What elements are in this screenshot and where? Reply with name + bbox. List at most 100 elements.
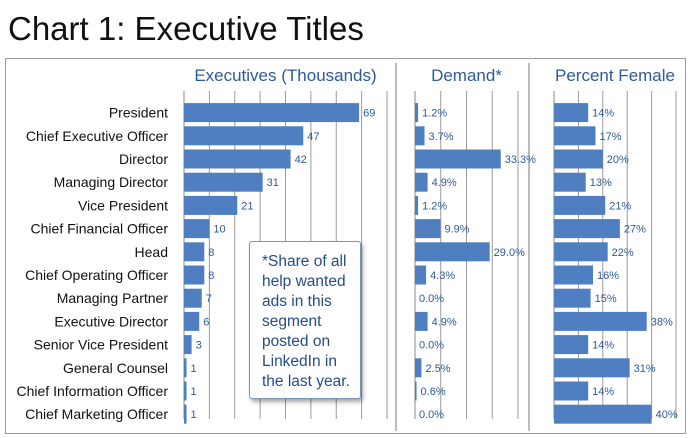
data-label: 21%	[609, 200, 631, 212]
bar	[415, 149, 501, 169]
panel-title: Demand*	[431, 66, 502, 85]
bar	[184, 335, 192, 355]
footnote-line: help wanted	[262, 273, 346, 290]
data-label: 21	[241, 200, 253, 212]
data-label: 47	[307, 131, 319, 143]
bar	[184, 219, 210, 239]
bar	[554, 149, 603, 169]
bar	[184, 404, 187, 424]
data-label: 1	[191, 409, 197, 421]
data-label: 22%	[612, 247, 634, 259]
footnote-line: segment	[262, 313, 322, 330]
data-label: 0.0%	[419, 409, 444, 421]
panel-title: Executives (Thousands)	[194, 66, 376, 85]
footnote-line: LinkedIn in	[262, 353, 337, 370]
data-label: 31%	[634, 363, 656, 375]
bar	[554, 265, 594, 285]
category-label: President	[109, 105, 168, 121]
data-label: 33.3%	[505, 154, 536, 166]
category-label: Managing Partner	[57, 290, 169, 306]
category-label: Vice President	[78, 197, 168, 213]
bar	[184, 172, 263, 192]
bar	[554, 242, 608, 262]
data-label: 29.0%	[494, 247, 525, 259]
data-label: 1.2%	[422, 108, 447, 120]
data-label: 16%	[597, 270, 619, 282]
category-label: Senior Vice President	[34, 337, 168, 353]
bar	[415, 242, 490, 262]
data-label: 69	[363, 108, 375, 120]
data-label: 6	[203, 316, 209, 328]
bar	[554, 404, 652, 424]
footnote-line: the last year.	[262, 373, 350, 390]
bar	[554, 172, 586, 192]
data-label: 38%	[651, 316, 673, 328]
bar	[184, 103, 360, 123]
bar	[184, 381, 187, 401]
bar	[554, 126, 596, 146]
data-label: 17%	[599, 131, 621, 143]
bar	[415, 381, 417, 401]
data-label: 8	[208, 270, 214, 282]
page-title: Chart 1: Executive Titles	[8, 10, 364, 47]
data-label: 20%	[607, 154, 629, 166]
bar	[554, 288, 591, 308]
category-label: Chief Financial Officer	[31, 221, 169, 237]
bar	[415, 311, 428, 331]
bar	[554, 195, 606, 215]
bar	[415, 126, 425, 146]
bar	[184, 265, 205, 285]
category-label: Chief Information Officer	[17, 383, 169, 399]
data-label: 0.0%	[419, 293, 444, 305]
footnote-line: ads in this	[262, 293, 332, 310]
bar	[554, 311, 647, 331]
data-label: 3	[196, 340, 202, 352]
bar	[184, 311, 200, 331]
bar	[184, 195, 238, 215]
bar	[184, 288, 202, 308]
bar	[415, 265, 427, 285]
category-label: Head	[135, 244, 168, 260]
data-label: 9.9%	[444, 224, 469, 236]
bar	[415, 172, 428, 192]
data-label: 31	[267, 177, 279, 189]
category-label: Chief Operating Officer	[25, 267, 168, 283]
data-label: 14%	[592, 386, 614, 398]
data-label: 1	[191, 386, 197, 398]
bar	[184, 126, 304, 146]
data-label: 4.3%	[430, 270, 455, 282]
category-label: Executive Director	[54, 313, 168, 329]
data-label: 27%	[624, 224, 646, 236]
data-label: 4.9%	[432, 316, 457, 328]
footnote-line: posted on	[262, 333, 331, 350]
data-label: 1.2%	[422, 200, 447, 212]
bar	[184, 242, 205, 262]
bar	[554, 358, 630, 378]
category-label: Managing Director	[54, 174, 169, 190]
bar	[415, 195, 419, 215]
data-label: 2.5%	[425, 363, 450, 375]
data-label: 1	[191, 363, 197, 375]
data-label: 3.7%	[429, 131, 454, 143]
bar	[554, 103, 589, 123]
bar	[415, 358, 422, 378]
data-label: 15%	[595, 293, 617, 305]
category-label: Chief Marketing Officer	[25, 406, 168, 422]
data-label: 8	[208, 247, 214, 259]
footnote-box: *Share of all help wanted ads in this se…	[249, 241, 361, 399]
category-label: Director	[119, 151, 168, 167]
bar	[184, 358, 187, 378]
data-label: 4.9%	[432, 177, 457, 189]
data-label: 0.0%	[419, 340, 444, 352]
bar	[184, 149, 291, 169]
panel-title: Percent Female	[555, 66, 675, 85]
category-label: General Counsel	[63, 360, 168, 376]
bar	[554, 219, 620, 239]
bar	[554, 381, 589, 401]
data-label: 42	[295, 154, 307, 166]
chart-svg: President Chief Executive Officer Director…	[17, 63, 678, 431]
category-label: Chief Executive Officer	[26, 128, 168, 144]
footnote-line: *Share of all	[262, 253, 347, 270]
bar	[554, 335, 589, 355]
data-label: 7	[206, 293, 212, 305]
